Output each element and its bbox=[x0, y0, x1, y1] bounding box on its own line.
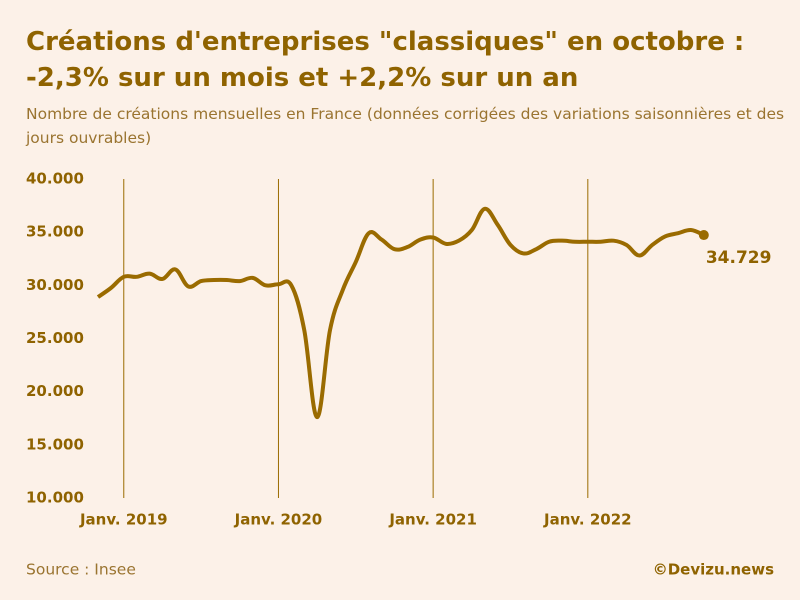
x-tick-label: Janv. 2019 bbox=[79, 511, 168, 529]
y-tick-label: 40.000 bbox=[26, 170, 84, 188]
x-tick-label: Janv. 2020 bbox=[234, 511, 323, 529]
value-label: 34.729 bbox=[706, 248, 772, 268]
credit: ©Devizu.news bbox=[653, 561, 774, 579]
y-tick-label: 30.000 bbox=[26, 276, 84, 294]
x-tick-label: Janv. 2022 bbox=[543, 511, 632, 529]
end-point bbox=[698, 230, 709, 241]
y-tick-label: 25.000 bbox=[26, 329, 84, 347]
y-tick-label: 15.000 bbox=[26, 435, 84, 453]
x-tick-label: Janv. 2021 bbox=[388, 511, 477, 529]
y-tick-label: 20.000 bbox=[26, 382, 84, 400]
line bbox=[96, 206, 705, 420]
y-tick-label: 10.000 bbox=[26, 489, 84, 507]
source: Source : Insee bbox=[26, 561, 136, 579]
chart-title: Créations d'entreprises "classiques" en … bbox=[26, 27, 745, 93]
y-tick-label: 35.000 bbox=[26, 223, 84, 241]
chart-subtitle: Nombre de créations mensuelles en France… bbox=[26, 105, 785, 147]
